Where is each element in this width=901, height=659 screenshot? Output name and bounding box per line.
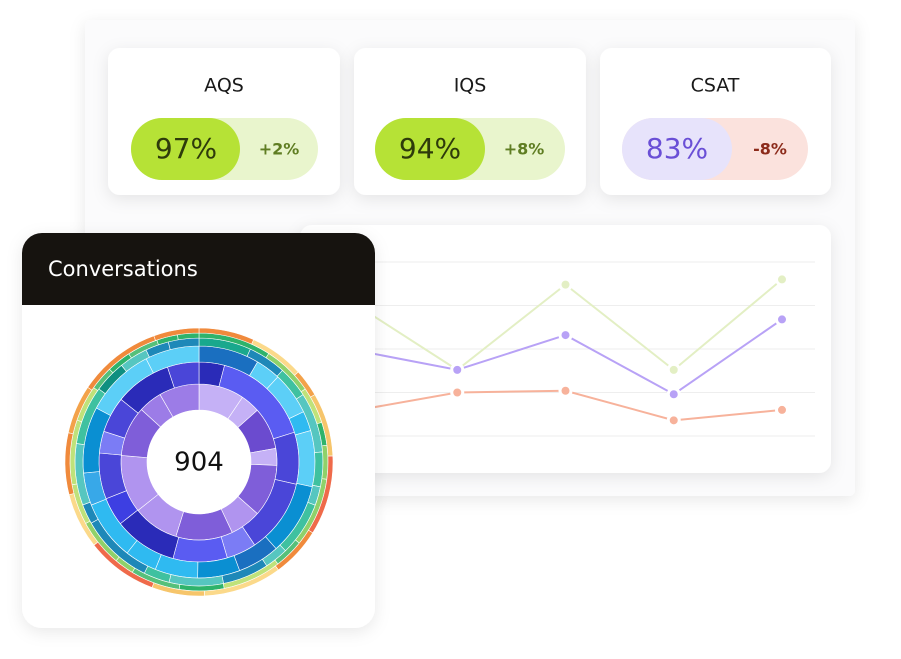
metric-value: 97% xyxy=(155,132,217,165)
sunburst-segment xyxy=(172,536,228,563)
trend-chart xyxy=(330,261,815,437)
metric-value: 94% xyxy=(399,132,461,165)
metric-card: CSAT 83% -8% xyxy=(600,48,831,195)
card-header xyxy=(22,233,375,305)
metric-title: CSAT xyxy=(691,75,740,97)
point xyxy=(558,383,573,398)
metric-change: +2% xyxy=(259,140,300,159)
point xyxy=(775,312,789,327)
value-pill xyxy=(622,118,732,180)
point xyxy=(558,328,573,343)
total: 904 xyxy=(174,448,224,478)
sunburst xyxy=(64,327,334,597)
value-pill xyxy=(131,118,240,180)
point xyxy=(666,362,681,377)
conversations-card: Conversations 904 xyxy=(22,233,375,628)
point xyxy=(450,385,465,400)
point xyxy=(558,277,573,292)
metric-change: -8% xyxy=(753,140,787,159)
metric-card: IQS 94% +8% xyxy=(354,48,586,195)
point xyxy=(666,387,681,402)
point xyxy=(450,362,465,377)
metric-change: +8% xyxy=(504,140,545,159)
sunburst-segment xyxy=(273,431,300,485)
point xyxy=(775,272,789,287)
card-title: Conversations xyxy=(48,257,198,281)
metric-title: IQS xyxy=(454,75,487,97)
sunburst-hole xyxy=(147,410,251,514)
sunburst-segment xyxy=(321,444,329,480)
point xyxy=(775,402,789,417)
sunburst-segment xyxy=(153,327,200,341)
metric-card: AQS 97% +2% xyxy=(108,48,340,195)
point xyxy=(666,413,681,428)
metric-value: 83% xyxy=(646,132,708,165)
metric-title: AQS xyxy=(204,75,244,97)
value-pill xyxy=(375,118,485,180)
